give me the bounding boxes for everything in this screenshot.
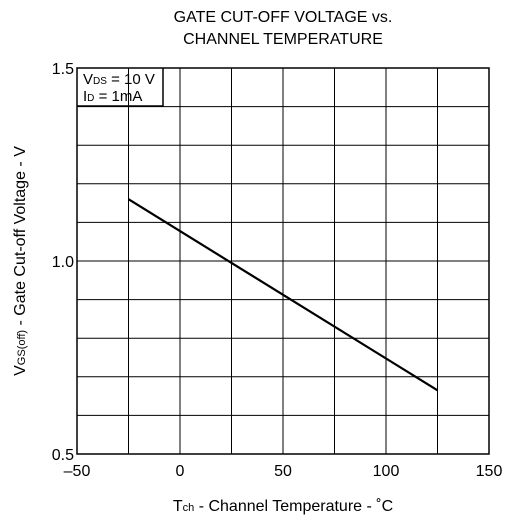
y-axis-label: VGS(off) - Gate Cut-off Voltage - V	[12, 146, 29, 376]
y-tick-label: 0.5	[52, 447, 74, 464]
x-tick-label: 0	[176, 463, 185, 480]
x-tick-label: 100	[373, 463, 400, 480]
conditions-box-border	[77, 68, 164, 107]
condition-vds: VDS = 10 V	[83, 71, 155, 88]
x-axis-label: Tch - Channel Temperature - ˚C	[173, 498, 393, 515]
condition-id: ID = 1mA	[83, 88, 142, 105]
plot-frame	[76, 67, 490, 455]
y-tick-label: 1.0	[52, 254, 74, 271]
x-tick-label: 50	[274, 463, 292, 480]
x-tick-label: –50	[64, 463, 91, 480]
tick-labels: –50 0 50 100 150 0.5 1.0 1.5	[52, 61, 503, 480]
x-tick-label: 150	[476, 463, 503, 480]
series-line-0	[127, 198, 439, 392]
conditions-box: VDS = 10 V ID = 1mA	[77, 68, 164, 107]
series-layer	[127, 198, 439, 392]
chart-title-line-1: GATE CUT-OFF VOLTAGE vs.	[174, 9, 393, 26]
chart-title-line-2: CHANNEL TEMPERATURE	[183, 31, 383, 48]
grid-layer	[77, 68, 489, 454]
y-tick-label: 1.5	[52, 61, 74, 78]
